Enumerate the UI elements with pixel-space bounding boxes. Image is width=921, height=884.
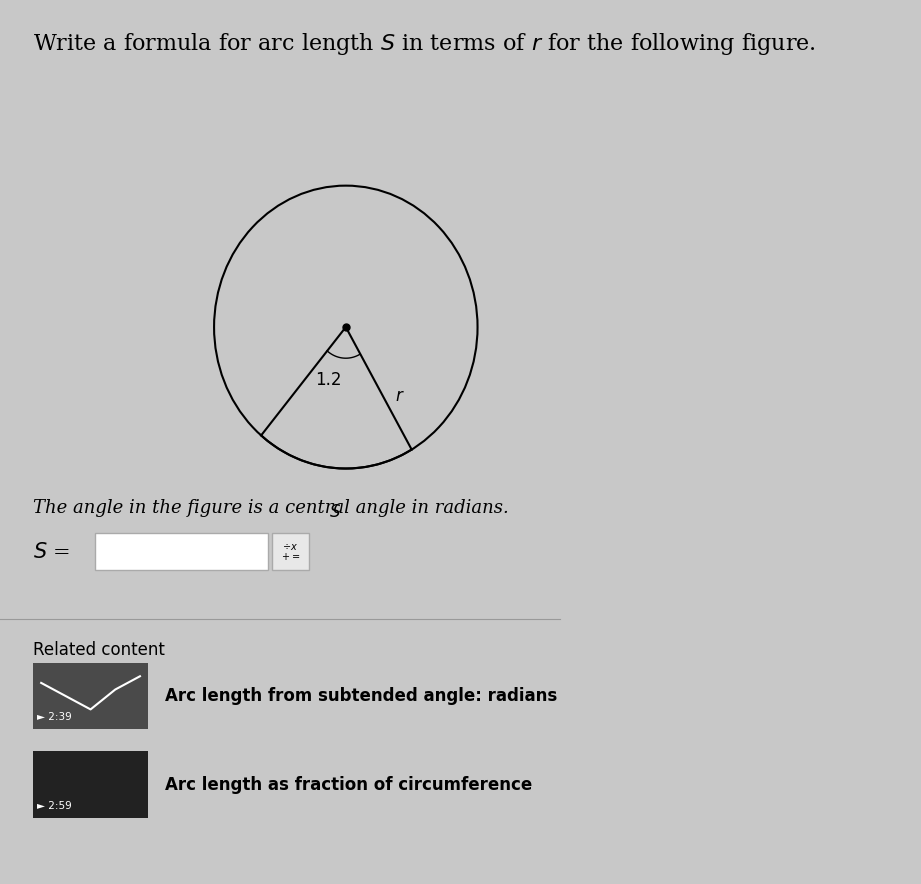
Text: ► 2:39: ► 2:39 xyxy=(37,713,72,722)
Text: 1.2: 1.2 xyxy=(315,370,342,389)
FancyBboxPatch shape xyxy=(33,663,148,729)
Text: $S$ =: $S$ = xyxy=(33,543,70,562)
Text: ► 2:59: ► 2:59 xyxy=(37,801,72,811)
Text: $\div x$: $\div x$ xyxy=(282,542,298,552)
Text: Write a formula for arc length $S$ in terms of $r$ for the following figure.: Write a formula for arc length $S$ in te… xyxy=(33,31,816,57)
Text: The angle in the figure is a central angle in radians.: The angle in the figure is a central ang… xyxy=(33,499,508,517)
Text: $+=$: $+=$ xyxy=(281,552,300,562)
Text: Arc length as fraction of circumference: Arc length as fraction of circumference xyxy=(165,775,532,794)
FancyBboxPatch shape xyxy=(33,751,148,818)
Text: Related content: Related content xyxy=(33,641,165,659)
FancyBboxPatch shape xyxy=(95,533,268,570)
Text: S: S xyxy=(330,503,340,522)
Text: Arc length from subtended angle: radians: Arc length from subtended angle: radians xyxy=(165,687,557,705)
Text: r: r xyxy=(395,387,402,405)
FancyBboxPatch shape xyxy=(272,533,309,570)
